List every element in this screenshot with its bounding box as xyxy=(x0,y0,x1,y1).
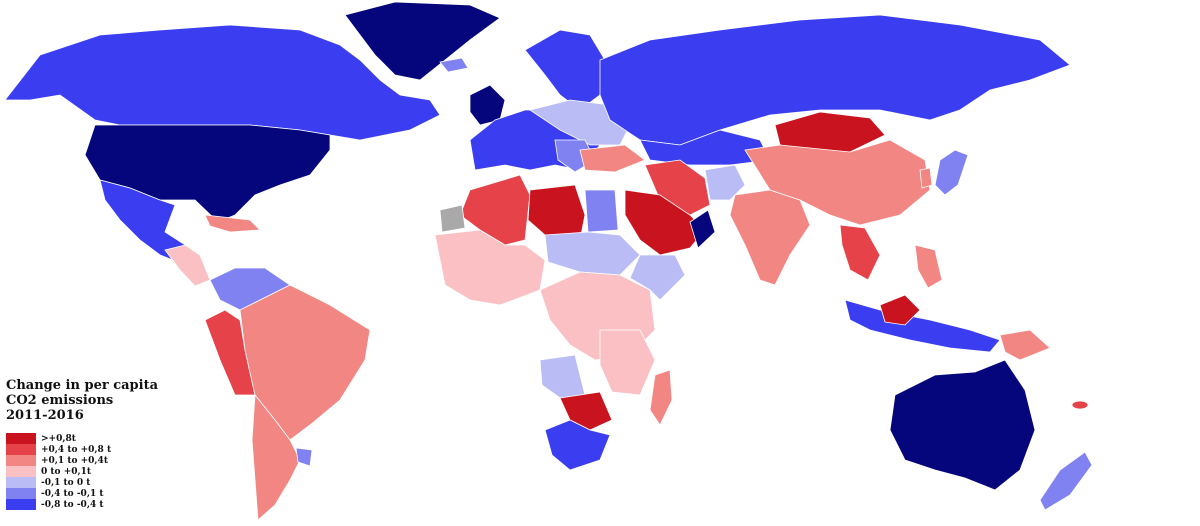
region-libya xyxy=(527,184,586,241)
region-madagascar xyxy=(649,369,673,426)
legend-swatch xyxy=(6,499,36,510)
region-east-africa xyxy=(599,329,656,396)
region-sahel xyxy=(544,231,641,276)
region-papua xyxy=(999,329,1051,361)
region-indonesia xyxy=(844,299,1001,353)
legend-swatch xyxy=(6,455,36,466)
region-brazil xyxy=(239,284,371,441)
region-central-america xyxy=(164,244,211,287)
legend-item-neg-0-8-to-neg-0-4: -0,8 to -0,4 t xyxy=(6,499,146,510)
legend-item-0-4-to-0-8: +0,4 to +0,8 t xyxy=(6,444,146,455)
legend-title-line-2: CO2 emissions xyxy=(6,393,114,408)
region-scandinavia xyxy=(524,29,606,111)
legend-item-gt-0-8: >+0,8t xyxy=(6,433,146,444)
legend-label: +0,1 to +0,4t xyxy=(41,455,108,466)
legend-swatch xyxy=(6,477,36,488)
region-korea xyxy=(919,167,933,189)
region-philippines xyxy=(914,244,943,289)
legend-label: +0,4 to +0,8 t xyxy=(41,444,112,455)
region-uruguay xyxy=(295,447,313,467)
region-western-sahara xyxy=(439,204,466,233)
legend-label: >+0,8t xyxy=(41,433,76,444)
region-new-zealand xyxy=(1039,451,1093,511)
region-borneo-malaysia xyxy=(879,294,921,326)
legend-swatch xyxy=(6,433,36,444)
region-india xyxy=(729,189,811,286)
legend-item-neg-0-4-to-neg-0-1: -0,4 to -0,1 t xyxy=(6,488,146,499)
legend-swatch xyxy=(6,444,36,455)
legend-swatch xyxy=(6,466,36,477)
region-southern-africa-west xyxy=(539,354,586,399)
legend-label: -0,8 to -0,4 t xyxy=(41,499,104,510)
legend-label: -0,4 to -0,1 t xyxy=(41,488,104,499)
region-oman xyxy=(689,209,716,249)
legend-item-0-to-0-1: 0 to +0,1t xyxy=(6,466,146,477)
region-pacific-islands xyxy=(1071,400,1089,410)
region-greenland xyxy=(344,1,501,81)
legend-title-line-1: Change in per capita xyxy=(6,378,159,393)
legend-item-0-1-to-0-4: +0,1 to +0,4t xyxy=(6,455,146,466)
legend-title-line-3: 2011-2016 xyxy=(6,408,84,423)
region-southeast-asia xyxy=(839,224,881,281)
region-horn-of-africa xyxy=(629,254,686,301)
region-caribbean xyxy=(204,214,261,233)
legend-swatch xyxy=(6,488,36,499)
legend-title: Change in per capita CO2 emissions 2011-… xyxy=(6,378,159,423)
region-west-africa xyxy=(434,229,546,306)
legend-item-neg-0-1-to-0: -0,1 to 0 t xyxy=(6,477,146,488)
legend-label: -0,1 to 0 t xyxy=(41,477,91,488)
region-egypt xyxy=(584,189,619,233)
region-canada-alaska xyxy=(4,24,441,141)
region-argentina-chile xyxy=(251,393,301,521)
legend: Change in per capita CO2 emissions 2011-… xyxy=(6,378,159,510)
region-south-africa xyxy=(559,391,613,431)
region-south-africa-tip xyxy=(544,419,611,471)
region-japan xyxy=(934,149,969,196)
region-arabia xyxy=(624,189,706,256)
region-turkey xyxy=(579,144,646,173)
legend-label: 0 to +0,1t xyxy=(41,466,92,477)
region-china xyxy=(744,139,931,226)
region-afghanistan-pakistan xyxy=(704,164,746,201)
region-iceland xyxy=(439,57,469,73)
region-eastern-europe xyxy=(529,99,631,146)
region-australia xyxy=(889,359,1036,491)
